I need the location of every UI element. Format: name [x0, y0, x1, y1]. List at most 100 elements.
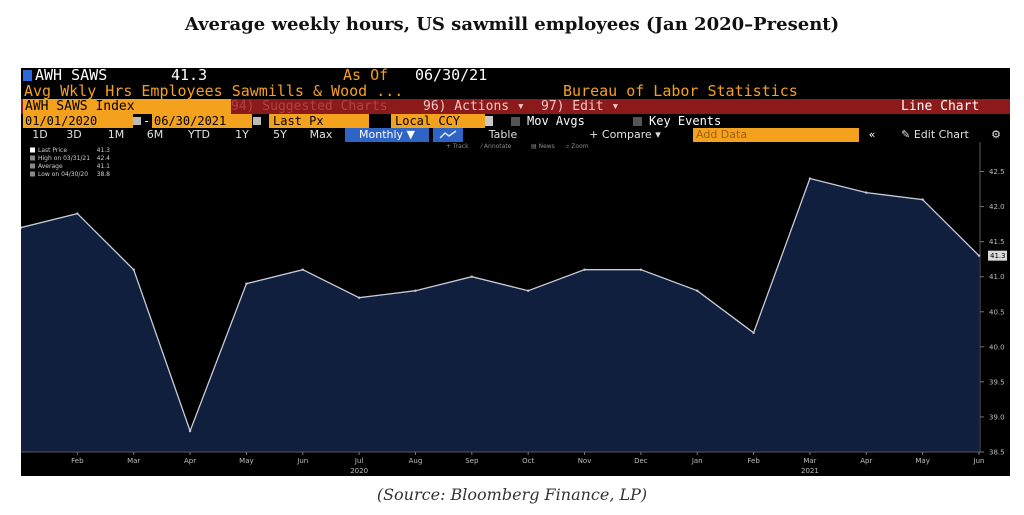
price-field-select[interactable]: Last Px [269, 114, 369, 128]
chart-type-label[interactable]: Line Chart [901, 99, 980, 114]
legend-value: 41.3 [97, 147, 111, 154]
ticker-row: AWH SAWS 41.3 As Of 06/30/21 [21, 68, 1010, 83]
add-data-placeholder: Add Data [696, 128, 748, 141]
data-point[interactable] [188, 429, 192, 433]
data-point[interactable] [808, 177, 812, 180]
frequency-select[interactable]: Monthly ▼ [345, 128, 429, 142]
x-tick-label: Mar [127, 457, 140, 465]
x-tick-label: May [239, 457, 253, 465]
table-button[interactable]: Table [488, 128, 518, 141]
data-point[interactable] [414, 289, 417, 292]
chart-tool-1[interactable]: ⁄ Annotate [479, 143, 512, 150]
end-date-field[interactable]: 06/30/2021 [152, 114, 252, 128]
data-point[interactable] [696, 289, 699, 292]
data-point[interactable] [132, 268, 135, 271]
menu-bar [21, 99, 1010, 114]
line-chart-icon [439, 130, 457, 139]
data-point[interactable] [301, 268, 304, 271]
data-point[interactable] [977, 254, 981, 257]
legend-value: 42.4 [97, 155, 111, 162]
ticker-symbol[interactable]: AWH SAWS [35, 68, 108, 84]
data-point[interactable] [865, 191, 868, 194]
page-title: Average weekly hours, US sawmill employe… [184, 14, 840, 35]
data-point[interactable] [921, 198, 924, 201]
actions-menu[interactable]: 96) Actions ▾ [423, 99, 525, 114]
x-tick-label: Mar [803, 457, 816, 465]
series-line [21, 177, 980, 433]
data-point[interactable] [76, 212, 79, 215]
chevron-down-icon[interactable] [485, 116, 493, 126]
index-label[interactable]: AWH SAWS Index [23, 99, 231, 114]
security-color-icon [23, 70, 32, 81]
x-tick-label: Jun [296, 457, 308, 465]
x-tick-label: Sep [465, 457, 479, 465]
legend-box [27, 145, 113, 181]
range-1m-button[interactable]: 1M [107, 128, 125, 141]
edit-menu[interactable]: 97) Edit ▾ [541, 99, 620, 114]
x-year-label: 2020 [350, 467, 368, 475]
calendar-icon[interactable] [253, 117, 261, 125]
edit-chart-button[interactable]: ✎ Edit Chart [887, 128, 983, 142]
x-tick-label: Oct [522, 457, 534, 465]
chart-tool-2[interactable]: ▤ News [531, 143, 555, 150]
data-point[interactable] [526, 289, 530, 292]
data-point[interactable] [245, 282, 248, 285]
legend-swatch [30, 163, 35, 169]
range-6m-button[interactable]: 6M [146, 128, 164, 141]
x-year-label: 2021 [801, 467, 819, 475]
x-tick-label: Nov [578, 457, 592, 465]
security-description: Avg Wkly Hrs Employees Sawmills & Wood .… [24, 82, 404, 100]
range-ytd-button[interactable]: YTD [188, 128, 210, 141]
x-tick-label: Apr [184, 457, 196, 465]
y-tick-label: 42.0 [989, 203, 1005, 211]
x-tick-label: Feb [71, 457, 84, 465]
collapse-button[interactable]: « [868, 128, 876, 141]
y-tick-label: 39.0 [989, 413, 1005, 421]
data-point[interactable] [21, 226, 23, 229]
source-caption: (Source: Bloomberg Finance, LP) [376, 485, 648, 504]
x-tick-label: Apr [860, 457, 872, 465]
data-point[interactable] [470, 275, 474, 278]
y-tick-label: 40.5 [989, 308, 1005, 316]
x-tick-label: Jul [354, 457, 364, 465]
gear-icon[interactable]: ⚙ [991, 128, 1001, 141]
mov-avgs-label: Mov Avgs [527, 114, 585, 128]
chart-tool-0[interactable]: + Track [446, 143, 469, 150]
description-row: Avg Wkly Hrs Employees Sawmills & Wood .… [21, 83, 1010, 99]
range-1y-button[interactable]: 1Y [235, 128, 249, 141]
legend-label: Average [38, 163, 63, 170]
chart-tool-3[interactable]: ⌕ Zoom [566, 143, 589, 150]
suggested-charts-button[interactable]: 94) Suggested Charts [231, 99, 388, 114]
range-max-button[interactable]: Max [309, 128, 333, 141]
calendar-icon[interactable] [133, 117, 141, 125]
y-tick-label: 39.5 [989, 378, 1005, 386]
range-3d-button[interactable]: 3D [66, 128, 82, 141]
legend-label: High on 03/31/21 [38, 155, 90, 162]
x-tick-label: Aug [409, 457, 423, 465]
legend-label: Low on 04/30/20 [38, 171, 88, 178]
range-1d-button[interactable]: 1D [32, 128, 48, 141]
x-tick-label: Jan [691, 457, 703, 465]
legend-swatch [30, 147, 35, 153]
compare-button[interactable]: + Compare ▾ [589, 128, 661, 141]
add-data-input-box[interactable]: Add Data [693, 128, 859, 142]
data-point[interactable] [583, 268, 586, 271]
start-date-field[interactable]: 01/01/2020 [23, 114, 133, 128]
x-tick-label: Jun [973, 457, 985, 465]
line-chart-toggle[interactable] [433, 128, 463, 142]
key-events-checkbox[interactable] [633, 117, 642, 126]
range-toolbar: 1D 3D 1M 6M YTD 1Y 5Y Max Monthly ▼ Tabl… [21, 128, 1010, 142]
mov-avgs-checkbox[interactable] [511, 117, 520, 126]
range-5y-button[interactable]: 5Y [273, 128, 287, 141]
key-events-label: Key Events [649, 114, 722, 128]
y-tick-label: 40.0 [989, 343, 1005, 351]
currency-select[interactable]: Local CCY [391, 114, 485, 128]
data-point[interactable] [639, 268, 643, 271]
data-point[interactable] [752, 331, 755, 334]
legend-value: 41.1 [97, 163, 111, 170]
data-point[interactable] [357, 296, 361, 299]
area-fill [21, 178, 979, 452]
y-tick-label: 41.0 [989, 273, 1005, 281]
settings-row: 01/01/2020 - 06/30/2021 Last Px Local CC… [23, 114, 722, 128]
as-of-label: As Of [343, 68, 389, 84]
